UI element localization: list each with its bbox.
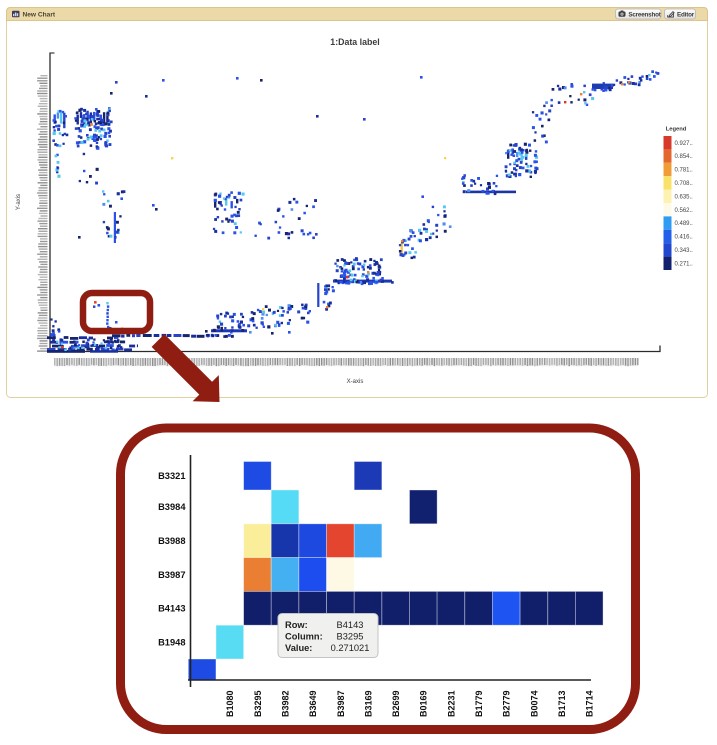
svg-text:Row:: Row: — [285, 620, 308, 630]
svg-text:B0074: B0074 — [529, 690, 539, 717]
svg-text:B3169: B3169 — [363, 690, 373, 717]
svg-text:0.271021: 0.271021 — [331, 643, 370, 653]
svg-text:B1080: B1080 — [225, 690, 235, 717]
svg-text:0.708..: 0.708.. — [675, 181, 694, 187]
svg-text:Screenshot: Screenshot — [628, 11, 661, 18]
svg-text:B2699: B2699 — [391, 690, 401, 717]
svg-text:0.416..: 0.416.. — [675, 235, 694, 241]
svg-text:B1713: B1713 — [557, 690, 567, 717]
svg-text:Legend: Legend — [666, 127, 687, 133]
svg-text:B2231: B2231 — [446, 690, 456, 717]
svg-text:B0169: B0169 — [419, 690, 429, 717]
svg-text:B1948: B1948 — [158, 637, 185, 647]
svg-text:0.343..: 0.343.. — [675, 248, 694, 254]
svg-text:B3321: B3321 — [158, 471, 185, 481]
svg-text:B3987: B3987 — [158, 570, 185, 580]
svg-text:B2779: B2779 — [502, 690, 512, 717]
svg-text:0.271..: 0.271.. — [675, 261, 694, 267]
svg-text:Value:: Value: — [285, 643, 312, 653]
svg-text:0.781..: 0.781.. — [675, 168, 694, 174]
svg-text:New Chart: New Chart — [23, 12, 56, 19]
svg-text:B3988: B3988 — [158, 536, 185, 546]
svg-text:B1714: B1714 — [585, 690, 595, 717]
svg-text:B3295: B3295 — [253, 690, 263, 717]
svg-text:B3987: B3987 — [336, 690, 346, 717]
svg-text:0.489..: 0.489.. — [675, 221, 694, 227]
svg-text:0.854..: 0.854.. — [675, 154, 694, 160]
svg-text:B3984: B3984 — [158, 502, 186, 512]
svg-text:0.635..: 0.635.. — [675, 194, 694, 200]
svg-text:Column:: Column: — [285, 632, 323, 642]
svg-text:X-axis: X-axis — [347, 379, 364, 385]
svg-text:0.927..: 0.927.. — [675, 141, 694, 147]
svg-text:B3982: B3982 — [281, 690, 291, 717]
svg-text:Y-axis: Y-axis — [16, 194, 22, 210]
svg-text:B4143: B4143 — [337, 620, 364, 630]
svg-text:0.562..: 0.562.. — [675, 208, 694, 214]
svg-text:B3649: B3649 — [308, 690, 318, 717]
svg-text:1:Data label: 1:Data label — [330, 37, 379, 47]
svg-text:B1779: B1779 — [474, 690, 484, 717]
svg-text:Editor: Editor — [677, 11, 695, 18]
svg-text:B3295: B3295 — [337, 632, 364, 642]
svg-text:B4143: B4143 — [158, 604, 185, 614]
